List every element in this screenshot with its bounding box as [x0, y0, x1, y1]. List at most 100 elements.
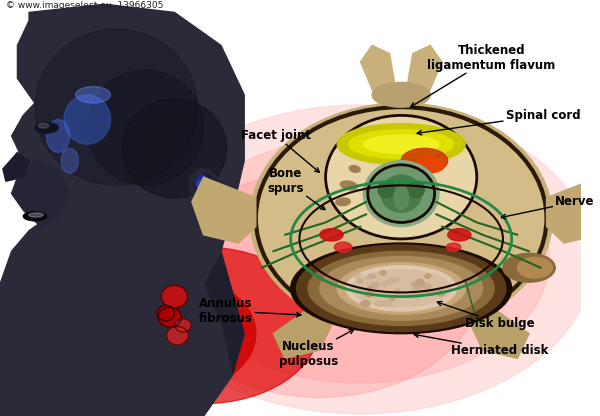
Ellipse shape: [448, 229, 471, 241]
Text: Thickened
ligamentum flavum: Thickened ligamentum flavum: [410, 44, 556, 107]
Ellipse shape: [372, 82, 430, 107]
Circle shape: [437, 290, 445, 296]
Circle shape: [367, 287, 372, 290]
Polygon shape: [11, 161, 70, 227]
Ellipse shape: [326, 115, 477, 239]
Ellipse shape: [446, 243, 461, 251]
Ellipse shape: [160, 171, 479, 397]
Circle shape: [425, 274, 431, 278]
Ellipse shape: [39, 177, 54, 193]
Circle shape: [380, 271, 386, 275]
Circle shape: [390, 297, 395, 300]
Text: Bone
spurs: Bone spurs: [268, 167, 325, 210]
Ellipse shape: [35, 29, 197, 186]
Ellipse shape: [346, 266, 457, 311]
Circle shape: [422, 290, 429, 295]
Ellipse shape: [196, 175, 209, 191]
Circle shape: [428, 290, 436, 295]
Ellipse shape: [161, 285, 188, 308]
Polygon shape: [547, 177, 600, 243]
Ellipse shape: [157, 305, 175, 321]
Ellipse shape: [29, 213, 43, 217]
Ellipse shape: [250, 103, 553, 334]
Ellipse shape: [35, 204, 47, 216]
Circle shape: [387, 279, 394, 284]
Circle shape: [413, 285, 420, 290]
Ellipse shape: [166, 327, 188, 345]
Circle shape: [361, 300, 370, 307]
Ellipse shape: [340, 181, 357, 190]
Circle shape: [392, 277, 399, 282]
Ellipse shape: [296, 245, 506, 332]
Circle shape: [395, 289, 400, 292]
Text: Nerve: Nerve: [502, 196, 595, 219]
Ellipse shape: [378, 181, 395, 198]
Ellipse shape: [337, 262, 465, 314]
Circle shape: [383, 301, 392, 307]
Ellipse shape: [175, 319, 191, 332]
Ellipse shape: [128, 105, 593, 414]
Text: Annulus
fibrosus: Annulus fibrosus: [199, 297, 301, 325]
Polygon shape: [104, 251, 244, 416]
Ellipse shape: [64, 95, 110, 144]
Ellipse shape: [372, 276, 430, 301]
Circle shape: [416, 285, 422, 289]
Polygon shape: [3, 152, 29, 181]
Ellipse shape: [104, 305, 209, 379]
Polygon shape: [273, 309, 331, 358]
Ellipse shape: [38, 123, 49, 128]
Ellipse shape: [381, 175, 422, 212]
Polygon shape: [361, 45, 395, 103]
Circle shape: [365, 292, 373, 297]
Ellipse shape: [349, 166, 360, 172]
Ellipse shape: [158, 307, 181, 327]
Circle shape: [353, 272, 361, 277]
Circle shape: [376, 301, 383, 307]
Ellipse shape: [47, 119, 70, 152]
Circle shape: [412, 282, 415, 285]
Ellipse shape: [61, 149, 79, 173]
Polygon shape: [407, 45, 442, 103]
Text: © www.imageselect.eu  13966305: © www.imageselect.eu 13966305: [6, 1, 163, 10]
Ellipse shape: [320, 256, 482, 320]
Text: Spinal cord: Spinal cord: [417, 109, 580, 135]
Ellipse shape: [364, 161, 439, 227]
Ellipse shape: [195, 174, 214, 197]
Ellipse shape: [401, 149, 448, 173]
Polygon shape: [471, 309, 529, 358]
Ellipse shape: [172, 136, 550, 383]
Ellipse shape: [364, 135, 439, 154]
Ellipse shape: [503, 253, 555, 282]
Circle shape: [413, 283, 421, 289]
Ellipse shape: [368, 165, 434, 223]
Circle shape: [370, 282, 379, 288]
Ellipse shape: [349, 130, 454, 158]
Ellipse shape: [256, 107, 547, 329]
Circle shape: [422, 283, 431, 290]
Circle shape: [416, 279, 424, 285]
Ellipse shape: [337, 124, 465, 165]
Ellipse shape: [23, 212, 47, 221]
Ellipse shape: [93, 276, 256, 391]
Ellipse shape: [291, 243, 512, 334]
Circle shape: [369, 274, 376, 278]
Circle shape: [412, 287, 420, 293]
Text: Herniated disk: Herniated disk: [414, 333, 548, 357]
Ellipse shape: [407, 181, 424, 198]
Circle shape: [413, 292, 421, 298]
Ellipse shape: [197, 180, 204, 191]
Ellipse shape: [189, 169, 218, 202]
Circle shape: [359, 301, 367, 307]
Polygon shape: [0, 4, 244, 416]
Ellipse shape: [355, 270, 448, 307]
Ellipse shape: [122, 99, 227, 198]
Ellipse shape: [394, 186, 409, 210]
Circle shape: [366, 277, 370, 280]
Ellipse shape: [76, 87, 110, 103]
Ellipse shape: [35, 123, 58, 133]
Ellipse shape: [87, 70, 203, 186]
Ellipse shape: [87, 247, 320, 404]
Ellipse shape: [336, 198, 350, 206]
Circle shape: [371, 286, 374, 289]
Polygon shape: [192, 177, 256, 243]
